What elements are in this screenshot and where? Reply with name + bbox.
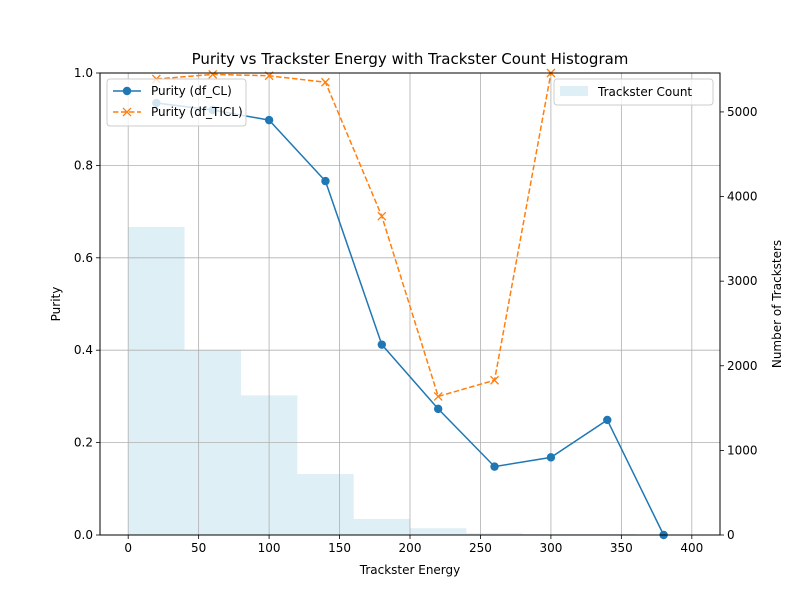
y2-tick-label: 1000 bbox=[727, 443, 758, 457]
legend-marker bbox=[122, 107, 132, 117]
x-axis-label: Trackster Energy bbox=[359, 563, 461, 577]
x-tick-label: 250 bbox=[469, 541, 492, 555]
data-point bbox=[377, 340, 387, 349]
data-point bbox=[490, 375, 500, 385]
y-tick-label: 0.6 bbox=[74, 251, 93, 265]
x-tick-label: 350 bbox=[610, 541, 633, 555]
y-axis-ticks: 0.0 0.2 0.4 0.6 0.8 1.0 bbox=[74, 66, 100, 542]
data-point bbox=[546, 453, 556, 462]
x-tick-label: 300 bbox=[539, 541, 562, 555]
data-point bbox=[320, 77, 330, 87]
histogram-bar bbox=[410, 528, 467, 535]
histogram-bar bbox=[466, 533, 523, 535]
y2-axis-ticks: 0 1000 2000 3000 4000 5000 bbox=[720, 105, 758, 542]
data-point bbox=[433, 391, 443, 401]
x-tick-label: 400 bbox=[680, 541, 703, 555]
y-tick-label: 0.4 bbox=[74, 343, 93, 357]
legend-swatch bbox=[560, 86, 588, 96]
y2-tick-label: 0 bbox=[727, 528, 735, 542]
y-tick-label: 0.0 bbox=[74, 528, 93, 542]
x-axis-ticks: 0 50 100 150 200 250 300 350 400 bbox=[124, 535, 703, 555]
histogram-bar bbox=[128, 227, 185, 535]
legend-label: Purity (df_TICL) bbox=[151, 105, 243, 119]
x-tick-label: 150 bbox=[328, 541, 351, 555]
y2-tick-label: 2000 bbox=[727, 359, 758, 373]
y2-axis-label: Number of Tracksters bbox=[770, 240, 784, 368]
y2-tick-label: 4000 bbox=[727, 190, 758, 204]
histogram-bar bbox=[297, 474, 354, 535]
legend-label: Purity (df_CL) bbox=[151, 84, 232, 98]
y-tick-label: 0.2 bbox=[74, 436, 93, 450]
legend-label: Trackster Count bbox=[597, 85, 692, 99]
legend-left-box bbox=[106, 78, 247, 127]
legend-marker bbox=[122, 86, 132, 96]
legend-right: Trackster Count bbox=[553, 78, 714, 106]
data-point bbox=[208, 69, 218, 79]
y-axis-label: Purity bbox=[49, 287, 63, 322]
x-tick-label: 0 bbox=[124, 541, 132, 555]
data-point bbox=[321, 176, 330, 186]
data-point bbox=[377, 211, 387, 221]
x-tick-label: 50 bbox=[191, 541, 206, 555]
series-line-1 bbox=[156, 72, 552, 398]
chart-title: Purity vs Trackster Energy with Trackste… bbox=[192, 50, 629, 68]
legend-left: Purity (df_CL) Purity (df_TICL) bbox=[106, 78, 247, 127]
histogram-bar bbox=[353, 518, 410, 535]
y-tick-label: 1.0 bbox=[74, 66, 93, 80]
data-point bbox=[264, 115, 274, 125]
y2-tick-label: 5000 bbox=[727, 105, 758, 119]
x-tick-label: 100 bbox=[258, 541, 281, 555]
y2-tick-label: 3000 bbox=[727, 274, 758, 288]
x-tick-label: 200 bbox=[399, 541, 422, 555]
data-point bbox=[603, 415, 612, 425]
legend-right-box bbox=[553, 78, 714, 106]
data-point bbox=[490, 462, 499, 471]
y-tick-label: 0.8 bbox=[74, 158, 93, 172]
data-point bbox=[433, 404, 443, 414]
